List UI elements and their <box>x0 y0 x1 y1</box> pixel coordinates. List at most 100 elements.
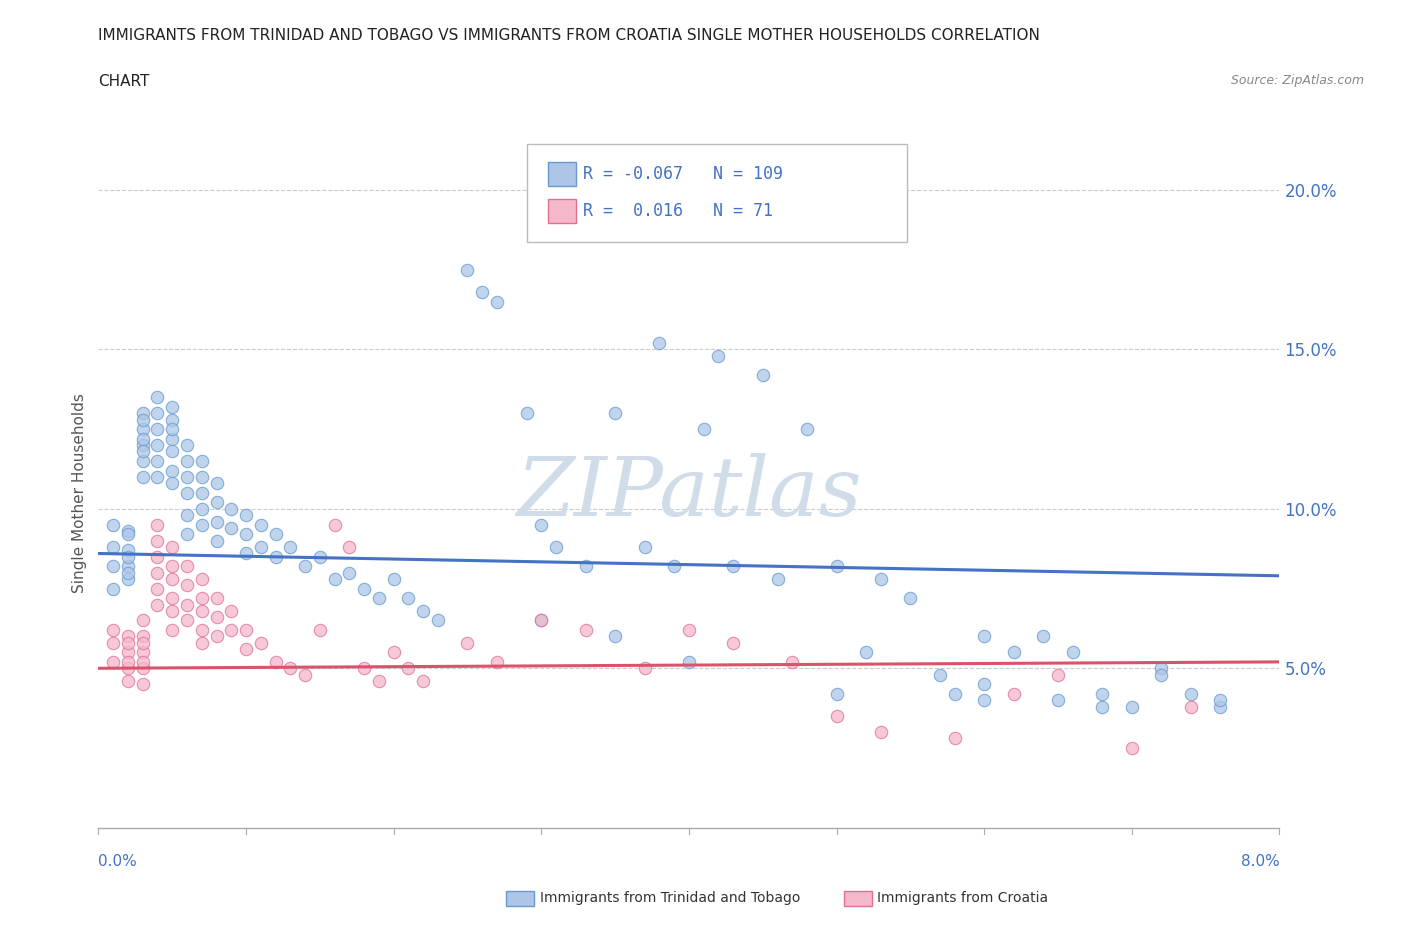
Text: R = -0.067   N = 109: R = -0.067 N = 109 <box>583 165 783 183</box>
Point <box>176 613 198 628</box>
Point <box>264 527 287 542</box>
Point <box>132 644 155 659</box>
Point <box>471 285 494 299</box>
Point <box>132 432 155 446</box>
Point <box>337 565 360 580</box>
Point <box>456 635 478 650</box>
Point <box>132 661 155 676</box>
Point <box>132 454 155 469</box>
Point <box>648 336 671 351</box>
Text: 8.0%: 8.0% <box>1240 855 1279 870</box>
Point <box>250 539 273 554</box>
Point <box>117 527 139 542</box>
Point <box>250 517 273 532</box>
Point <box>117 572 139 587</box>
Point <box>235 546 257 561</box>
Point <box>146 470 169 485</box>
Point <box>132 613 155 628</box>
Point <box>162 622 183 637</box>
Point <box>176 470 198 485</box>
Point <box>191 470 214 485</box>
Point <box>176 578 198 592</box>
Point <box>278 539 301 554</box>
Point <box>1091 699 1114 714</box>
Point <box>117 550 139 565</box>
Point <box>162 432 183 446</box>
Point <box>264 655 287 670</box>
Point <box>353 661 375 676</box>
Point <box>337 539 360 554</box>
Point <box>721 635 744 650</box>
Point <box>796 421 818 436</box>
Point <box>162 412 183 427</box>
Point <box>162 444 183 458</box>
Point <box>825 686 848 701</box>
Text: Source: ZipAtlas.com: Source: ZipAtlas.com <box>1230 74 1364 87</box>
Point <box>1091 686 1114 701</box>
Point <box>544 539 567 554</box>
Point <box>412 604 434 618</box>
Point <box>605 405 627 420</box>
Point <box>250 635 273 650</box>
Text: R =  0.016   N = 71: R = 0.016 N = 71 <box>583 202 773 220</box>
Point <box>426 613 449 628</box>
Point <box>132 655 155 670</box>
Point <box>219 521 242 536</box>
Y-axis label: Single Mother Households: Single Mother Households <box>72 393 87 592</box>
Point <box>117 644 139 659</box>
Text: Immigrants from Croatia: Immigrants from Croatia <box>877 891 1049 906</box>
Point <box>132 629 155 644</box>
Point <box>146 517 169 532</box>
Point <box>1002 686 1025 701</box>
Point <box>456 262 478 277</box>
Point <box>146 438 169 453</box>
Point <box>973 629 995 644</box>
Point <box>294 559 316 574</box>
Point <box>103 559 124 574</box>
Point <box>235 527 257 542</box>
Point <box>176 527 198 542</box>
Point <box>1032 629 1054 644</box>
Point <box>973 677 995 692</box>
Point <box>308 622 332 637</box>
Point <box>132 421 155 436</box>
Point <box>191 635 214 650</box>
Point <box>176 438 198 453</box>
Point <box>146 405 169 420</box>
Point <box>146 581 169 596</box>
Point <box>191 454 214 469</box>
Point <box>132 412 155 427</box>
Point <box>117 559 139 574</box>
Point <box>574 622 596 637</box>
Point <box>117 635 139 650</box>
Point <box>146 565 169 580</box>
Point <box>132 405 155 420</box>
Point <box>162 399 183 414</box>
Point <box>205 533 228 548</box>
Point <box>869 724 891 739</box>
Point <box>162 604 183 618</box>
Point <box>176 454 198 469</box>
Point <box>367 591 389 605</box>
Point <box>162 421 183 436</box>
Point <box>191 501 214 516</box>
Point <box>664 559 686 574</box>
Point <box>146 390 169 405</box>
Point <box>574 559 596 574</box>
Point <box>205 610 228 625</box>
Point <box>117 543 139 558</box>
Point <box>264 550 287 565</box>
Point <box>1150 667 1173 682</box>
Point <box>782 655 804 670</box>
Point <box>219 604 242 618</box>
Point <box>103 539 124 554</box>
Point <box>1046 693 1069 708</box>
Point <box>191 604 214 618</box>
Point <box>1062 644 1084 659</box>
Point <box>132 444 155 458</box>
Point <box>146 533 169 548</box>
Point <box>766 572 789 587</box>
Point <box>162 463 183 478</box>
Point <box>278 661 301 676</box>
Point <box>132 470 155 485</box>
